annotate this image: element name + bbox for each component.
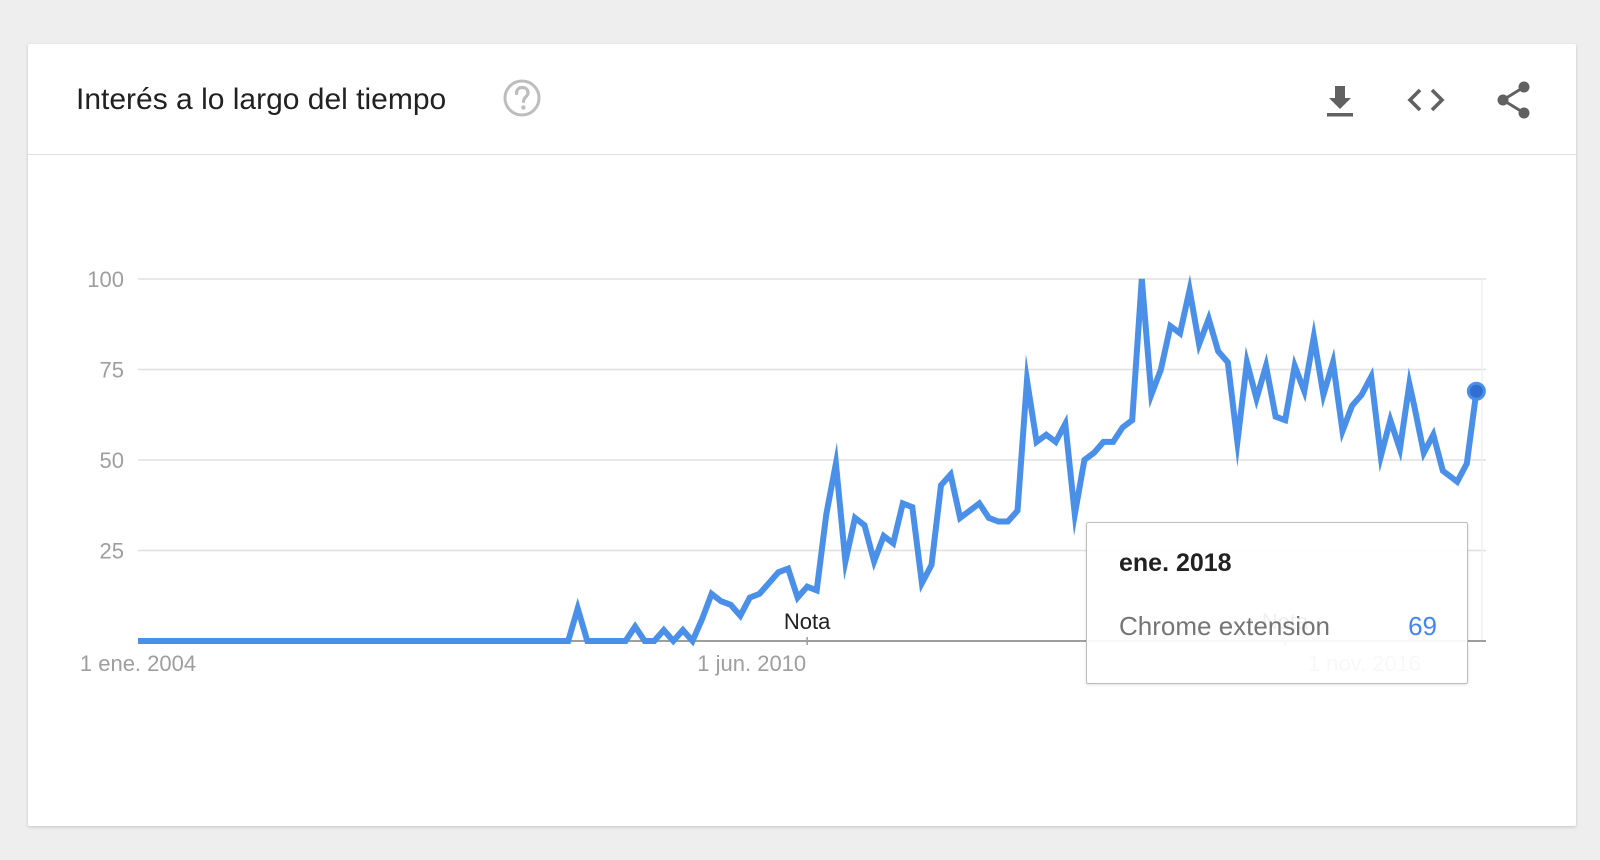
card-header: Interés a lo largo del tiempo	[28, 44, 1576, 155]
x-tick-label: 1 jun. 2010	[697, 651, 806, 676]
tooltip-date: ene. 2018	[1119, 549, 1232, 577]
download-icon[interactable]	[1318, 78, 1362, 122]
x-tick-label: 1 ene. 2004	[80, 651, 196, 676]
series-line	[138, 274, 1480, 647]
interest-over-time-card: Interés a lo largo del tiempo 25 50 75 100 1…	[28, 44, 1576, 826]
chart-tooltip: ene. 2018 Chrome extension 69	[1086, 522, 1468, 684]
y-tick-label: 50	[100, 448, 124, 473]
code-icon[interactable]	[1404, 78, 1448, 122]
card-title: Interés a lo largo del tiempo	[76, 83, 447, 116]
y-tick-label: 25	[100, 539, 124, 564]
tooltip-series-name: Chrome extension	[1119, 611, 1330, 641]
help-circle-icon[interactable]	[502, 78, 542, 118]
y-tick-label: 75	[100, 358, 124, 383]
y-tick-label: 100	[87, 267, 124, 292]
share-icon[interactable]	[1492, 78, 1536, 122]
note-annotation: Nota	[784, 609, 831, 634]
highlight-point	[1466, 381, 1486, 401]
tooltip-series-value: 69	[1408, 611, 1437, 641]
